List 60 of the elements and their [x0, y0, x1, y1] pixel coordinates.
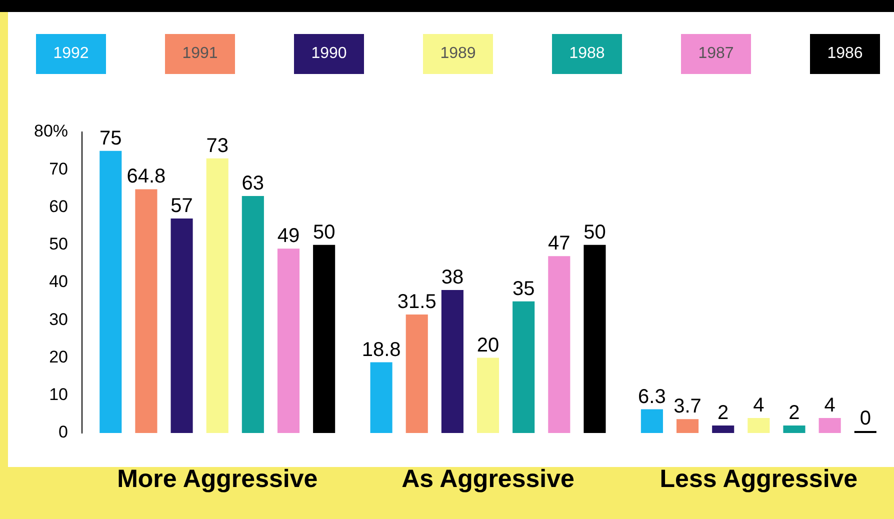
- x-tick-label: More Aggressive: [117, 464, 318, 493]
- data-label: 64.8: [126, 166, 166, 188]
- text: 1987: [681, 34, 751, 74]
- data-label: 6.3: [638, 386, 666, 408]
- text: 1992: [36, 34, 106, 74]
- bar: [548, 256, 570, 433]
- bar: [712, 425, 734, 433]
- data-label: 31.5: [397, 290, 436, 313]
- data-label: 35: [512, 278, 535, 300]
- y-tick-label: 70: [49, 159, 68, 178]
- data-label: 18.8: [362, 338, 401, 361]
- y-tick-label: 0: [58, 422, 68, 442]
- y-tick-label: 20: [49, 347, 68, 366]
- bar: [242, 196, 264, 433]
- bar: [512, 301, 535, 433]
- bar: [441, 290, 464, 433]
- bar: [135, 189, 158, 433]
- text: 1990: [294, 34, 364, 74]
- y-tick-label: 30: [49, 310, 68, 329]
- data-label: 4: [824, 394, 836, 416]
- data-label: 47: [548, 232, 570, 255]
- data-label: 20: [476, 334, 500, 356]
- y-tick-label: 60: [49, 196, 68, 216]
- data-label: 2: [788, 402, 800, 424]
- text: 1989: [423, 34, 493, 74]
- y-tick-label: 50: [49, 234, 68, 254]
- x-tick-label: Less Aggressive: [660, 464, 858, 493]
- y-tick-label: 40: [49, 272, 68, 292]
- data-label: 38: [441, 266, 464, 289]
- data-label: 0: [860, 408, 871, 430]
- data-label: 49: [277, 225, 300, 248]
- bar: [100, 150, 122, 433]
- bar: [170, 218, 193, 433]
- data-label: 3.7: [674, 396, 702, 418]
- data-label: 4: [753, 394, 764, 416]
- data-label: 63: [242, 172, 264, 194]
- data-label: 2: [718, 402, 729, 424]
- text: 1991: [165, 34, 235, 74]
- data-label: 73: [206, 134, 228, 157]
- bar: [370, 362, 392, 433]
- bar: [476, 358, 500, 433]
- x-tick-label: As Aggressive: [402, 464, 574, 493]
- bar: [818, 418, 841, 433]
- data-label: 50: [584, 221, 606, 244]
- bar: [748, 418, 770, 433]
- y-tick-label: 80%: [34, 122, 68, 141]
- bar: [313, 244, 336, 433]
- text: 1988: [552, 34, 622, 74]
- bar: [676, 419, 699, 433]
- bar: [640, 409, 663, 433]
- bar: [783, 425, 806, 433]
- bar: [584, 244, 606, 433]
- bar: [206, 158, 228, 433]
- text: 1986: [810, 34, 880, 74]
- bar: [277, 248, 300, 433]
- y-tick-label: 10: [49, 385, 68, 404]
- bar: [406, 314, 428, 433]
- data-label: 57: [170, 195, 193, 218]
- data-label: 50: [312, 221, 336, 244]
- data-label: 75: [100, 127, 122, 150]
